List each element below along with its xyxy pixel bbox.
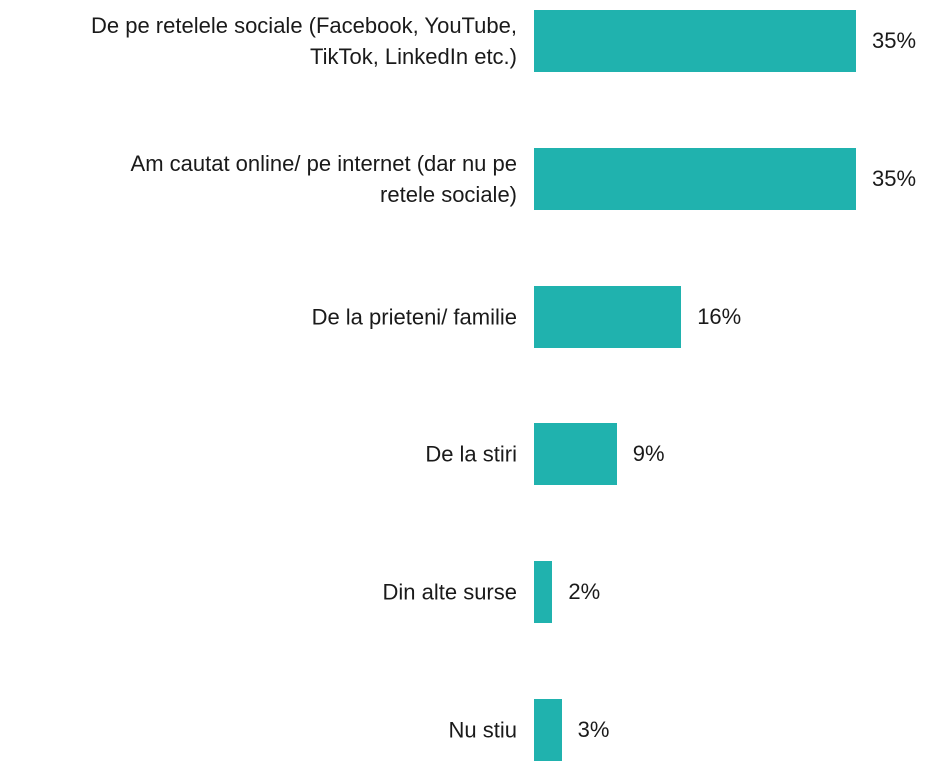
category-label: Din alte surse	[382, 579, 517, 605]
bar	[534, 10, 856, 72]
category-label: Am cautat online/ pe internet (dar nu pe…	[130, 150, 517, 207]
category-label: Nu stiu	[448, 717, 517, 743]
value-label: 16%	[697, 303, 742, 329]
bar	[534, 423, 617, 486]
value-label: 3%	[577, 717, 610, 742]
category-label: De la stiri	[425, 441, 517, 467]
value-label: 9%	[632, 441, 665, 467]
bar	[534, 147, 856, 210]
value-label: 2%	[568, 579, 601, 605]
value-label: 35%	[872, 28, 917, 53]
value-label: 35%	[872, 165, 917, 191]
bar	[534, 285, 682, 348]
bar	[534, 561, 553, 624]
category-label: De pe retelele sociale (Facebook, YouTub…	[90, 13, 517, 69]
category-label: De la prieteni/ familie	[311, 304, 517, 330]
bar	[534, 699, 562, 761]
